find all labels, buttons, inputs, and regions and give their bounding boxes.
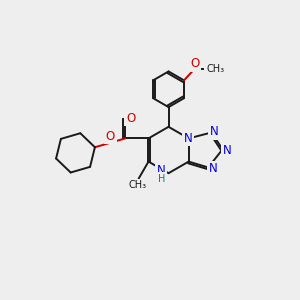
Text: N: N <box>223 144 232 157</box>
Text: N: N <box>210 125 219 138</box>
Text: O: O <box>126 112 135 125</box>
Text: CH₃: CH₃ <box>128 180 146 190</box>
Text: O: O <box>106 130 115 142</box>
Text: N: N <box>157 164 166 177</box>
Text: N: N <box>208 162 217 175</box>
Text: CH₃: CH₃ <box>206 64 224 74</box>
Text: N: N <box>184 132 193 145</box>
Text: H: H <box>158 174 165 184</box>
Text: O: O <box>190 57 200 70</box>
